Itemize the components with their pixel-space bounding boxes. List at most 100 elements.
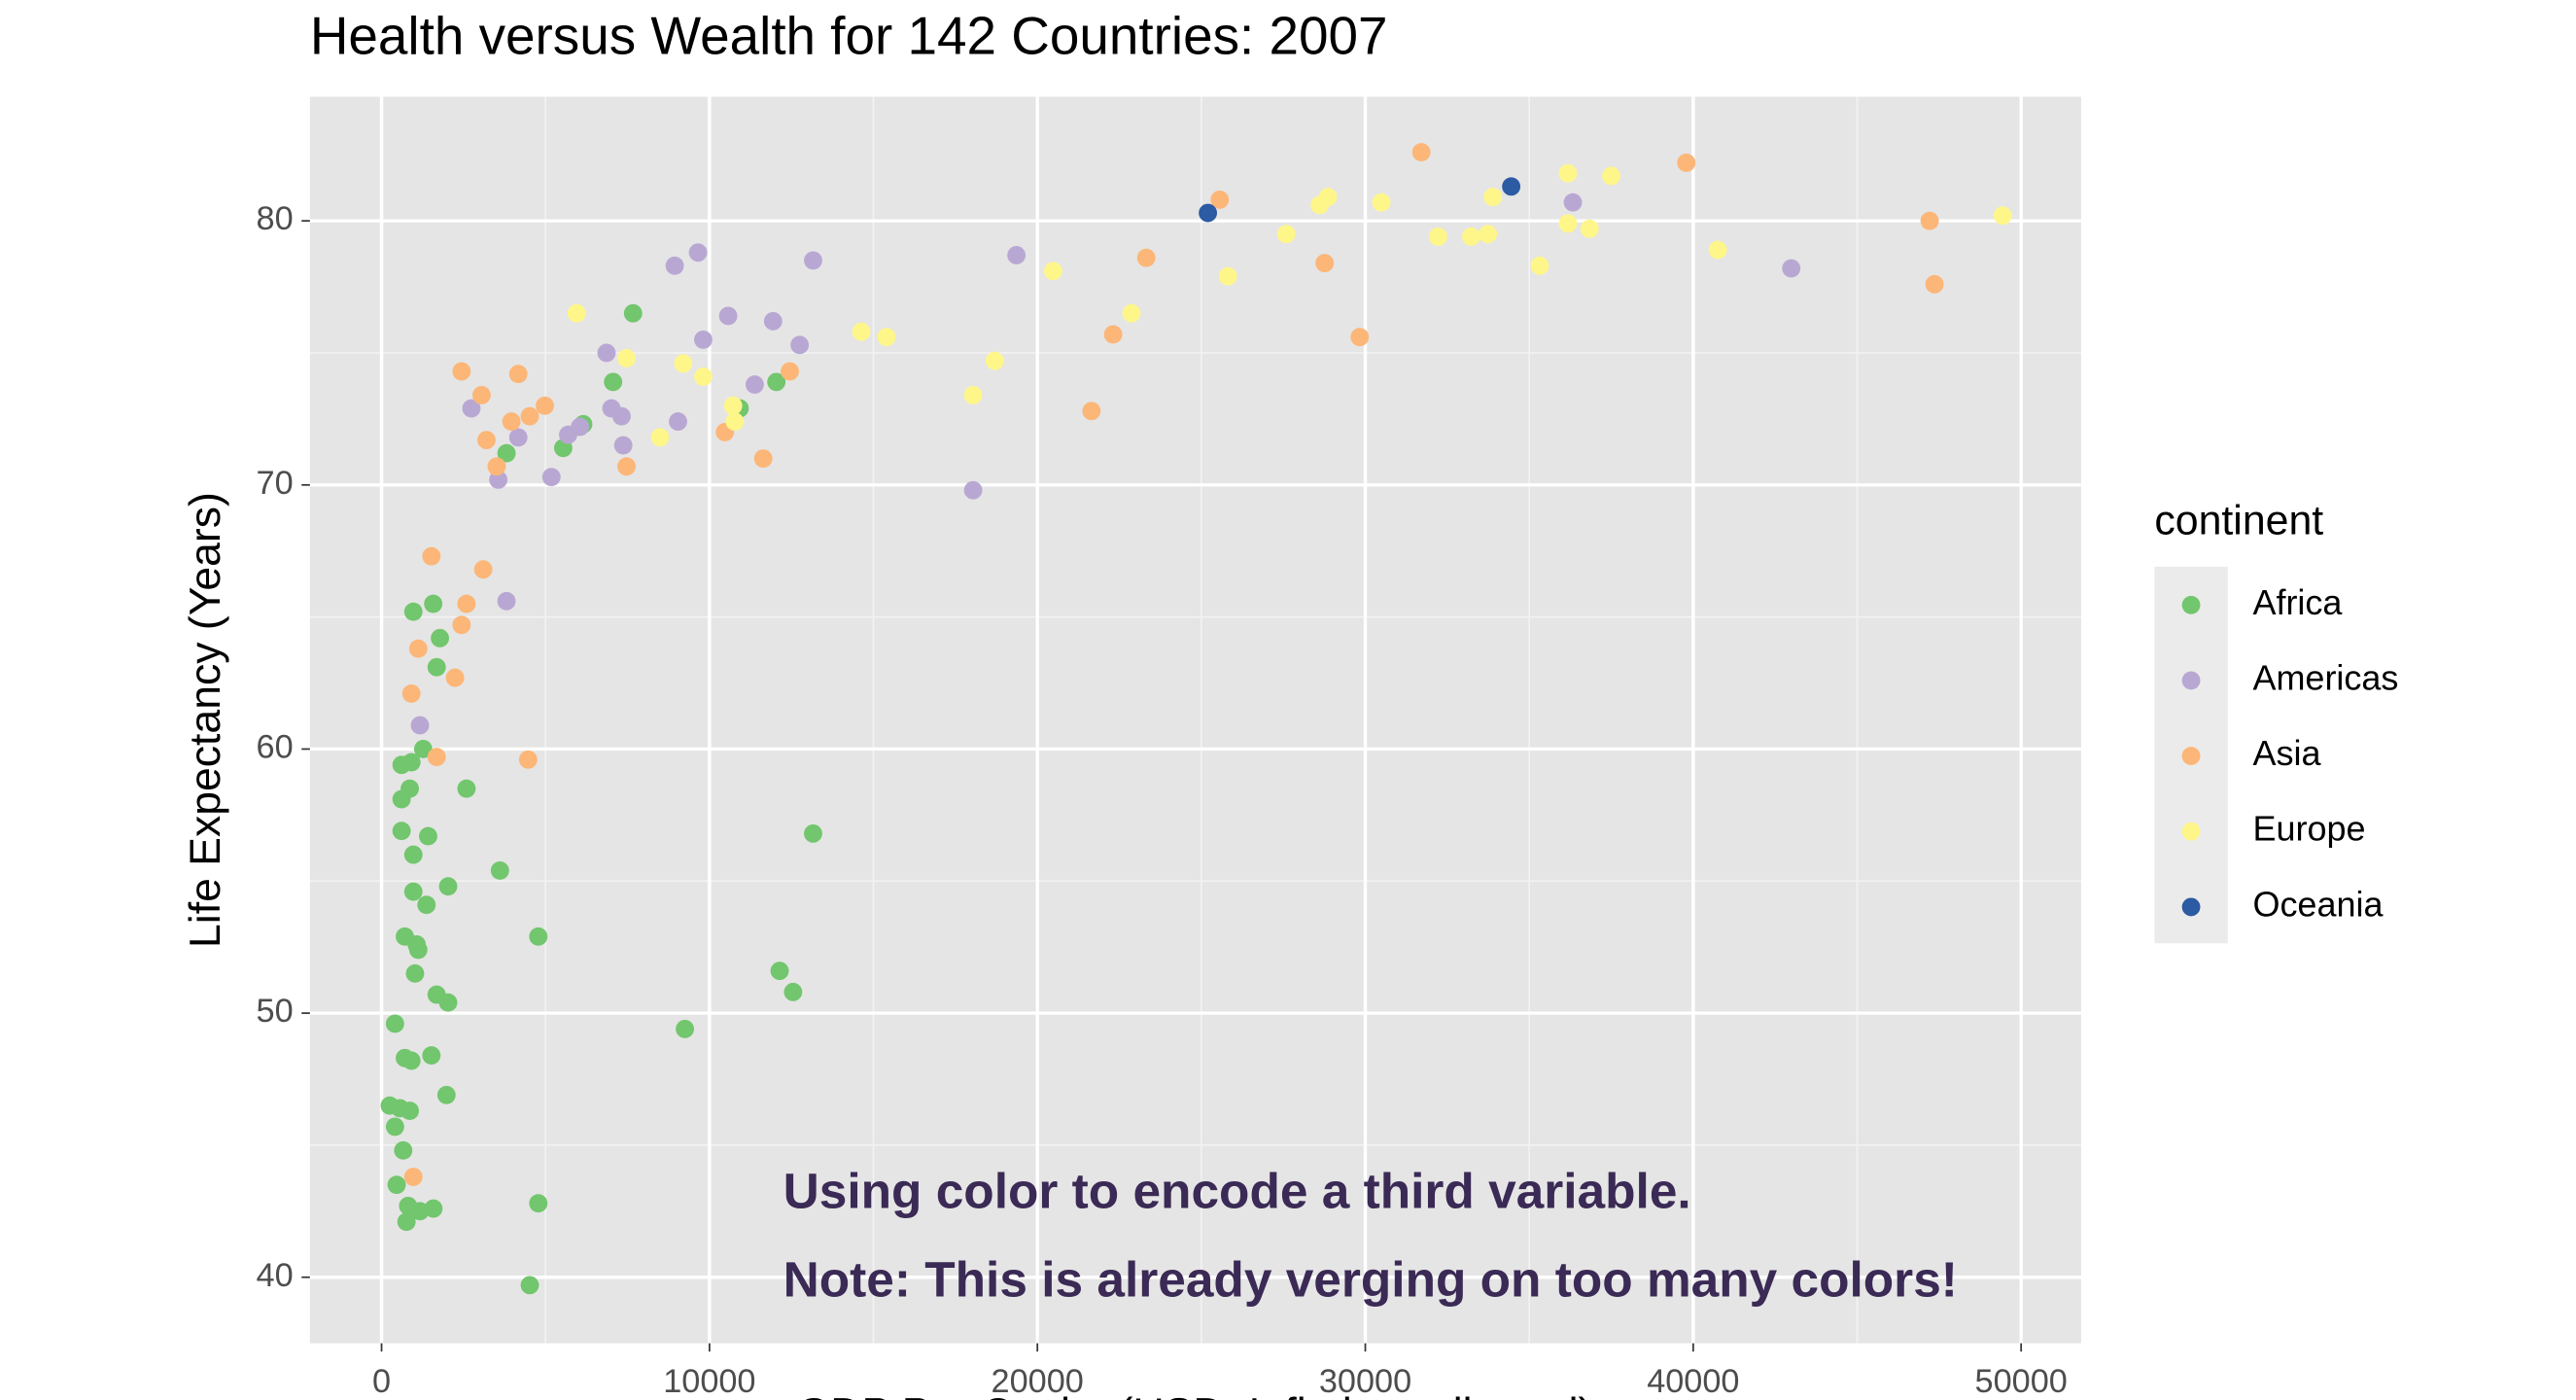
data-point xyxy=(571,417,590,437)
data-point xyxy=(408,940,428,960)
x-tick-label: 50000 xyxy=(1975,1363,2068,1400)
data-point xyxy=(403,1168,423,1186)
data-point xyxy=(804,251,822,270)
data-point xyxy=(422,1046,441,1065)
data-point xyxy=(536,396,554,415)
data-point xyxy=(419,826,437,846)
data-point xyxy=(473,560,493,579)
data-point xyxy=(387,1175,406,1195)
data-point xyxy=(1925,274,1944,294)
data-point xyxy=(985,351,1004,370)
data-point xyxy=(783,982,803,1001)
data-point xyxy=(597,343,616,363)
data-point xyxy=(541,468,561,487)
x-tick-label: 20000 xyxy=(992,1363,1084,1400)
data-point xyxy=(471,386,491,404)
data-point xyxy=(408,639,428,658)
legend-key xyxy=(2181,671,2201,690)
legend-label: Oceania xyxy=(2252,884,2384,924)
data-point xyxy=(718,306,738,326)
y-tick-label: 60 xyxy=(257,729,294,766)
data-point xyxy=(400,1102,419,1121)
data-point xyxy=(665,256,684,275)
data-point xyxy=(753,449,773,469)
data-point xyxy=(694,368,713,386)
legend-label: Africa xyxy=(2252,582,2343,622)
data-point xyxy=(401,683,421,703)
data-point xyxy=(1372,192,1391,212)
data-point xyxy=(745,375,764,395)
data-point xyxy=(508,428,528,447)
data-point xyxy=(694,330,713,349)
data-point xyxy=(422,546,441,566)
legend-label: Asia xyxy=(2252,733,2321,773)
legend-key xyxy=(2181,822,2201,841)
data-point xyxy=(763,311,783,331)
data-point xyxy=(518,750,538,769)
data-point xyxy=(676,1019,694,1038)
data-point xyxy=(1782,259,1801,278)
data-point xyxy=(612,406,631,426)
data-point xyxy=(1920,211,1939,230)
data-point xyxy=(452,615,471,635)
data-point xyxy=(427,657,446,677)
data-point xyxy=(617,348,636,368)
legend-key xyxy=(2181,595,2201,614)
data-point xyxy=(403,882,423,901)
data-point xyxy=(403,845,423,864)
legend-label: Europe xyxy=(2252,809,2365,849)
data-point xyxy=(487,457,506,476)
data-point xyxy=(1007,246,1027,264)
x-tick-label: 30000 xyxy=(1319,1363,1411,1400)
y-tick-label: 50 xyxy=(257,993,294,1030)
data-point xyxy=(1411,143,1431,161)
data-point xyxy=(1483,188,1503,207)
data-point xyxy=(1043,262,1062,281)
data-point xyxy=(403,602,423,621)
data-point xyxy=(963,386,983,404)
data-point xyxy=(457,594,476,613)
data-point xyxy=(604,372,623,392)
data-point xyxy=(502,412,521,432)
data-point xyxy=(497,443,516,463)
data-point xyxy=(1350,328,1370,347)
data-point xyxy=(1315,254,1335,273)
data-point xyxy=(529,927,548,946)
data-point xyxy=(410,716,430,735)
data-point xyxy=(669,412,687,432)
data-point xyxy=(963,480,983,500)
data-point xyxy=(438,993,458,1012)
data-point xyxy=(804,823,822,843)
data-point xyxy=(1428,228,1447,246)
data-point xyxy=(397,1212,416,1232)
data-point xyxy=(424,594,443,613)
x-tick-label: 0 xyxy=(372,1363,391,1400)
data-point xyxy=(508,365,528,384)
data-point xyxy=(417,895,436,915)
annotation: Using color to encode a third variable. xyxy=(783,1163,1691,1219)
data-point xyxy=(617,457,636,476)
data-point xyxy=(674,354,693,373)
data-point xyxy=(477,431,496,450)
data-point xyxy=(1082,402,1101,421)
data-point xyxy=(452,362,471,381)
data-point xyxy=(1677,153,1696,172)
data-point xyxy=(401,1051,421,1070)
chart-title: Health versus Wealth for 142 Countries: … xyxy=(310,6,1388,66)
data-point xyxy=(1558,163,1578,183)
x-tick-label: 10000 xyxy=(663,1363,755,1400)
data-point xyxy=(613,436,633,455)
data-point xyxy=(1502,177,1521,196)
y-axis-title: Life Expectancy (Years) xyxy=(182,492,229,948)
data-point xyxy=(462,399,481,418)
data-point xyxy=(405,963,425,983)
data-point xyxy=(781,362,799,381)
data-point xyxy=(723,396,743,415)
data-point xyxy=(1580,219,1599,238)
data-point xyxy=(385,1014,404,1033)
data-point xyxy=(457,779,476,798)
data-point xyxy=(770,962,789,981)
x-tick-label: 40000 xyxy=(1647,1363,1739,1400)
data-point xyxy=(392,822,411,841)
